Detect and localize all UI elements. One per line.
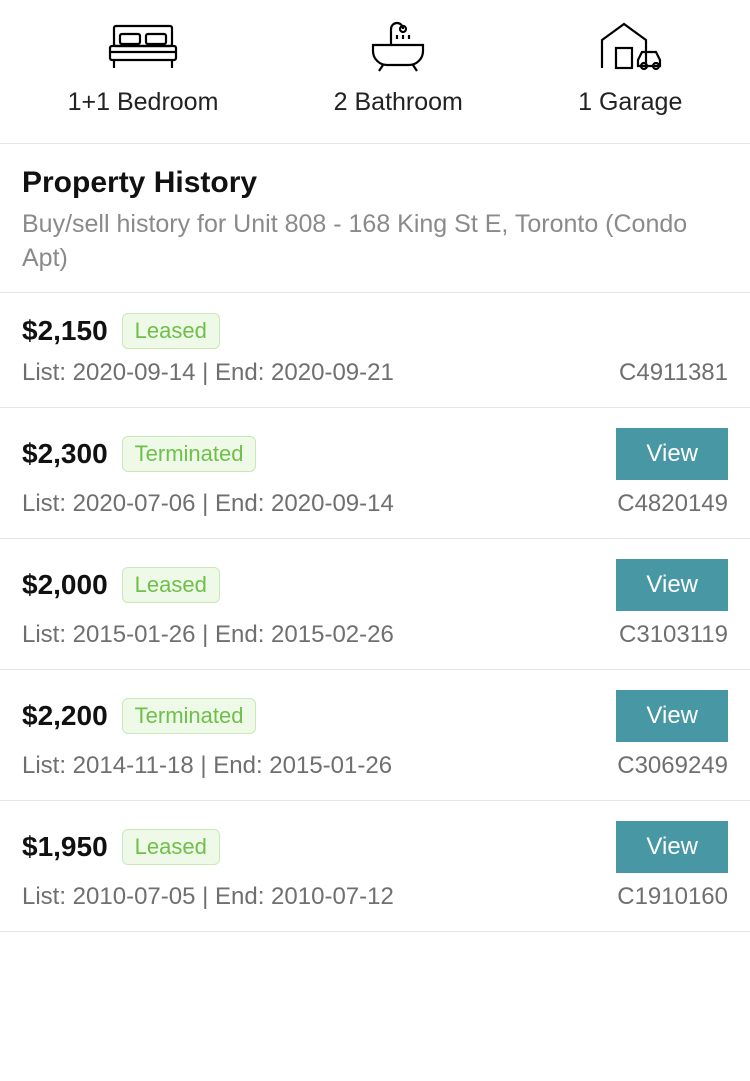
history-dates: List: 2020-09-14 | End: 2020-09-21 — [22, 359, 394, 387]
history-dates: List: 2020-07-06 | End: 2020-09-14 — [22, 490, 394, 518]
history-listing-id: C3103119 — [619, 621, 728, 649]
view-button[interactable]: View — [616, 690, 728, 742]
history-item-bottom: List: 2020-09-14 | End: 2020-09-21 C49113… — [22, 359, 728, 387]
view-button[interactable]: View — [616, 559, 728, 611]
history-item-left: $2,000 Leased — [22, 567, 220, 603]
history-listing-id: C4820149 — [617, 490, 728, 518]
status-badge: Leased — [122, 567, 220, 603]
history-item: $2,200 Terminated View List: 2014-11-18 | E… — [0, 670, 750, 801]
status-badge: Leased — [122, 313, 220, 349]
history-item: $2,000 Leased View List: 2015-01-26 | End: … — [0, 539, 750, 670]
section-title: Property History — [22, 166, 728, 200]
feature-bathroom-label: 2 Bathroom — [334, 88, 463, 117]
status-badge: Terminated — [122, 436, 257, 472]
history-item-bottom: List: 2014-11-18 | End: 2015-01-26 C30692… — [22, 752, 728, 780]
history-item-left: $2,150 Leased — [22, 313, 220, 349]
feature-bedroom: 1+1 Bedroom — [68, 18, 219, 117]
history-price: $1,950 — [22, 831, 108, 863]
history-dates: List: 2015-01-26 | End: 2015-02-26 — [22, 621, 394, 649]
bed-icon — [108, 18, 178, 72]
history-item-left: $1,950 Leased — [22, 829, 220, 865]
history-dates: List: 2014-11-18 | End: 2015-01-26 — [22, 752, 392, 780]
history-price: $2,200 — [22, 700, 108, 732]
property-features: 1+1 Bedroom 2 Bathroom — [0, 0, 750, 144]
view-button[interactable]: View — [616, 428, 728, 480]
history-listing-id: C1910160 — [617, 883, 728, 911]
history-price: $2,300 — [22, 438, 108, 470]
history-item: $2,150 Leased List: 2020-09-14 | End: 2020… — [0, 293, 750, 408]
history-item: $2,300 Terminated View List: 2020-07-06 | E… — [0, 408, 750, 539]
history-dates: List: 2010-07-05 | End: 2010-07-12 — [22, 883, 394, 911]
feature-bedroom-label: 1+1 Bedroom — [68, 88, 219, 117]
history-item-top: $2,200 Terminated View — [22, 690, 728, 742]
bath-icon — [367, 18, 429, 72]
history-item-bottom: List: 2010-07-05 | End: 2010-07-12 C19101… — [22, 883, 728, 911]
history-item-bottom: List: 2020-07-06 | End: 2020-09-14 C48201… — [22, 490, 728, 518]
feature-garage-label: 1 Garage — [578, 88, 682, 117]
history-list: $2,150 Leased List: 2020-09-14 | End: 2020… — [0, 293, 750, 932]
history-item-top: $1,950 Leased View — [22, 821, 728, 873]
view-button[interactable]: View — [616, 821, 728, 873]
history-item-left: $2,300 Terminated — [22, 436, 256, 472]
history-listing-id: C3069249 — [617, 752, 728, 780]
history-price: $2,150 — [22, 315, 108, 347]
garage-icon — [594, 18, 666, 72]
history-item-bottom: List: 2015-01-26 | End: 2015-02-26 C31031… — [22, 621, 728, 649]
history-item-left: $2,200 Terminated — [22, 698, 256, 734]
feature-garage: 1 Garage — [578, 18, 682, 117]
status-badge: Leased — [122, 829, 220, 865]
section-subtitle: Buy/sell history for Unit 808 - 168 King… — [22, 208, 728, 276]
history-item: $1,950 Leased View List: 2010-07-05 | End: … — [0, 801, 750, 932]
status-badge: Terminated — [122, 698, 257, 734]
history-listing-id: C4911381 — [619, 359, 728, 387]
history-item-top: $2,150 Leased — [22, 313, 728, 349]
history-price: $2,000 — [22, 569, 108, 601]
feature-bathroom: 2 Bathroom — [334, 18, 463, 117]
history-item-top: $2,300 Terminated View — [22, 428, 728, 480]
history-item-top: $2,000 Leased View — [22, 559, 728, 611]
property-history-header: Property History Buy/sell history for Un… — [0, 144, 750, 293]
